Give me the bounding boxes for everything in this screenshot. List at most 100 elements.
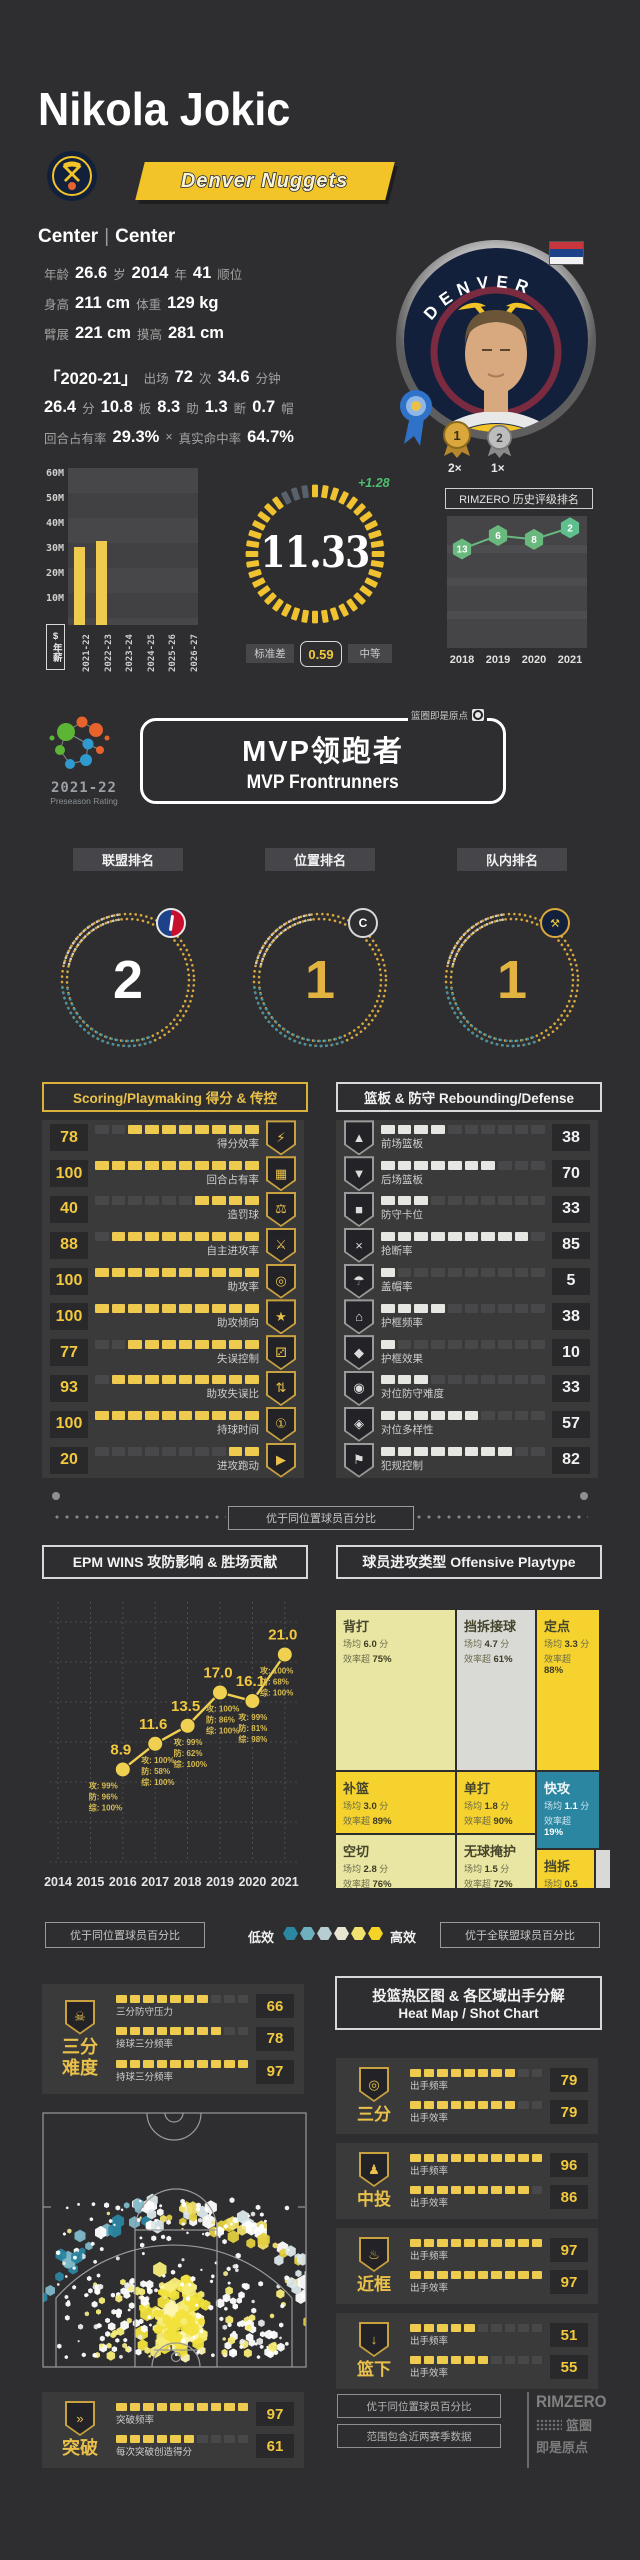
card-row-value: 86 bbox=[550, 2185, 588, 2209]
bar-segment bbox=[195, 1411, 209, 1421]
heat-hex bbox=[245, 2324, 252, 2332]
bar-segment bbox=[497, 1268, 512, 1278]
bar-segment bbox=[145, 1411, 159, 1421]
gauge-segment bbox=[272, 496, 284, 510]
heat-hex bbox=[199, 2329, 204, 2334]
bar-segment bbox=[228, 1268, 243, 1278]
heat-hex bbox=[164, 2301, 178, 2317]
gauge-segment bbox=[257, 511, 271, 523]
bar-segment bbox=[95, 1124, 109, 1134]
heat-hex bbox=[225, 2315, 234, 2325]
mvp-title-cn: MVP领跑者 bbox=[242, 736, 404, 768]
gauge-segment bbox=[321, 485, 329, 499]
playtype-cell: 空切 场均 2.8 分效率超 76% bbox=[336, 1835, 455, 1888]
bar-segment bbox=[450, 2270, 461, 2279]
epm-point bbox=[244, 1693, 261, 1710]
epm-point bbox=[212, 1684, 228, 1701]
rating-row: ▲ 前场篮板 38 bbox=[336, 1120, 598, 1156]
rating-mid: 得分效率 bbox=[95, 1124, 260, 1151]
rating-label: 抢断率 bbox=[381, 1245, 413, 1258]
bar-segment bbox=[145, 1303, 159, 1313]
playtype-name: 定点 bbox=[544, 1619, 571, 1634]
heat-hex bbox=[96, 2309, 101, 2315]
card-mid: 三分防守压力 bbox=[116, 1994, 248, 2018]
heat-hex bbox=[218, 2235, 221, 2238]
rating-bar bbox=[410, 2068, 542, 2077]
bar-segment bbox=[95, 1411, 109, 1421]
epm-year: 2019 bbox=[206, 1875, 234, 1889]
rating-value: 38 bbox=[552, 1124, 590, 1152]
heat-hex bbox=[115, 2338, 120, 2343]
epm-value: 17.0 bbox=[203, 1665, 232, 1682]
gauge-segment bbox=[281, 603, 292, 617]
bar-segment bbox=[450, 2068, 461, 2077]
bar-segment bbox=[161, 1375, 176, 1385]
threept-difficulty-card: ☠ 三分 难度 三分防守压力 66 接球三分频率 78 持球三分频率 97 bbox=[42, 1984, 304, 2094]
ring-arc bbox=[62, 912, 124, 965]
heat-hex bbox=[126, 2317, 132, 2324]
bar-segment bbox=[447, 1232, 462, 1242]
heat-hex bbox=[197, 2317, 205, 2326]
heat-hex bbox=[285, 2245, 296, 2257]
svg-text:2: 2 bbox=[496, 432, 502, 445]
bar-segment bbox=[237, 1994, 248, 2003]
playtype-eff: 效率超 72% bbox=[464, 1879, 513, 1888]
stat-label: 年龄 bbox=[44, 267, 70, 282]
heat-hex bbox=[156, 2226, 160, 2230]
bar-segment bbox=[491, 2323, 502, 2332]
stat-label: 分钟 bbox=[255, 371, 281, 386]
bar-segment bbox=[111, 1268, 126, 1278]
rating-bar bbox=[381, 1160, 546, 1170]
salary-x-tick: 2024-25 bbox=[146, 634, 157, 672]
playtype-eff: 效率超 90% bbox=[464, 1816, 513, 1827]
heat-hex bbox=[257, 2232, 270, 2247]
bar-segment bbox=[481, 1375, 495, 1385]
bar-segment bbox=[497, 1447, 512, 1457]
bar-segment bbox=[450, 2185, 461, 2194]
bar-segment bbox=[237, 2027, 248, 2036]
bar-segment bbox=[381, 1375, 395, 1385]
gauge-segment bbox=[272, 598, 284, 612]
midcourt-inner-circle bbox=[164, 2112, 184, 2123]
heat-hex bbox=[99, 2343, 104, 2348]
playtype-name: 挡拆接球 bbox=[464, 1619, 517, 1634]
heat-hex bbox=[161, 2289, 169, 2299]
bar-segment bbox=[116, 2434, 127, 2443]
bar-segment bbox=[95, 1196, 109, 1206]
heat-hex bbox=[185, 2321, 199, 2337]
rating-mid: 后场篮板 bbox=[381, 1160, 546, 1187]
epm-year: 2018 bbox=[174, 1875, 202, 1889]
gauge-segment bbox=[252, 520, 266, 531]
heat-hex bbox=[139, 2199, 142, 2203]
heat-hex bbox=[211, 2353, 215, 2358]
hoop bbox=[170, 2351, 182, 2363]
bar-segment bbox=[531, 2100, 542, 2109]
rating-row: 78 得分效率 ⚡ bbox=[42, 1120, 304, 1156]
heat-hex bbox=[106, 2342, 112, 2349]
rating-row: 100 回合占有率 ▦ bbox=[42, 1156, 304, 1192]
heat-hex bbox=[88, 2288, 93, 2294]
bar-segment bbox=[414, 1268, 429, 1278]
bar-segment bbox=[211, 1303, 226, 1313]
bar-segment bbox=[447, 1196, 462, 1206]
history-marker bbox=[560, 517, 580, 539]
heat-hex bbox=[229, 2297, 237, 2305]
bar-segment bbox=[129, 2402, 140, 2411]
rating-mid: 前场篮板 bbox=[381, 1124, 546, 1151]
playtype-avg: 场均 2.8 分 bbox=[343, 1864, 389, 1875]
rating-label: 得分效率 bbox=[217, 1137, 259, 1150]
heat-hex bbox=[264, 2219, 267, 2223]
bar-segment bbox=[481, 1411, 495, 1421]
icon-glyph: ★ bbox=[268, 1301, 294, 1333]
stat-value: 41 bbox=[192, 263, 212, 282]
heat-hex bbox=[269, 2330, 278, 2340]
legend-hex-swatch bbox=[368, 1927, 383, 1940]
bar-segment bbox=[111, 1124, 126, 1134]
epm-sublabel: 攻: 99% bbox=[238, 1712, 267, 1722]
playtype-eff: 效率超 89% bbox=[343, 1816, 392, 1827]
bar-segment bbox=[228, 1411, 243, 1421]
bar-segment bbox=[514, 1303, 529, 1313]
heat-hex bbox=[256, 2226, 261, 2232]
legend-high-label: 高效 bbox=[390, 1930, 417, 1945]
heat-hex bbox=[95, 2225, 107, 2239]
